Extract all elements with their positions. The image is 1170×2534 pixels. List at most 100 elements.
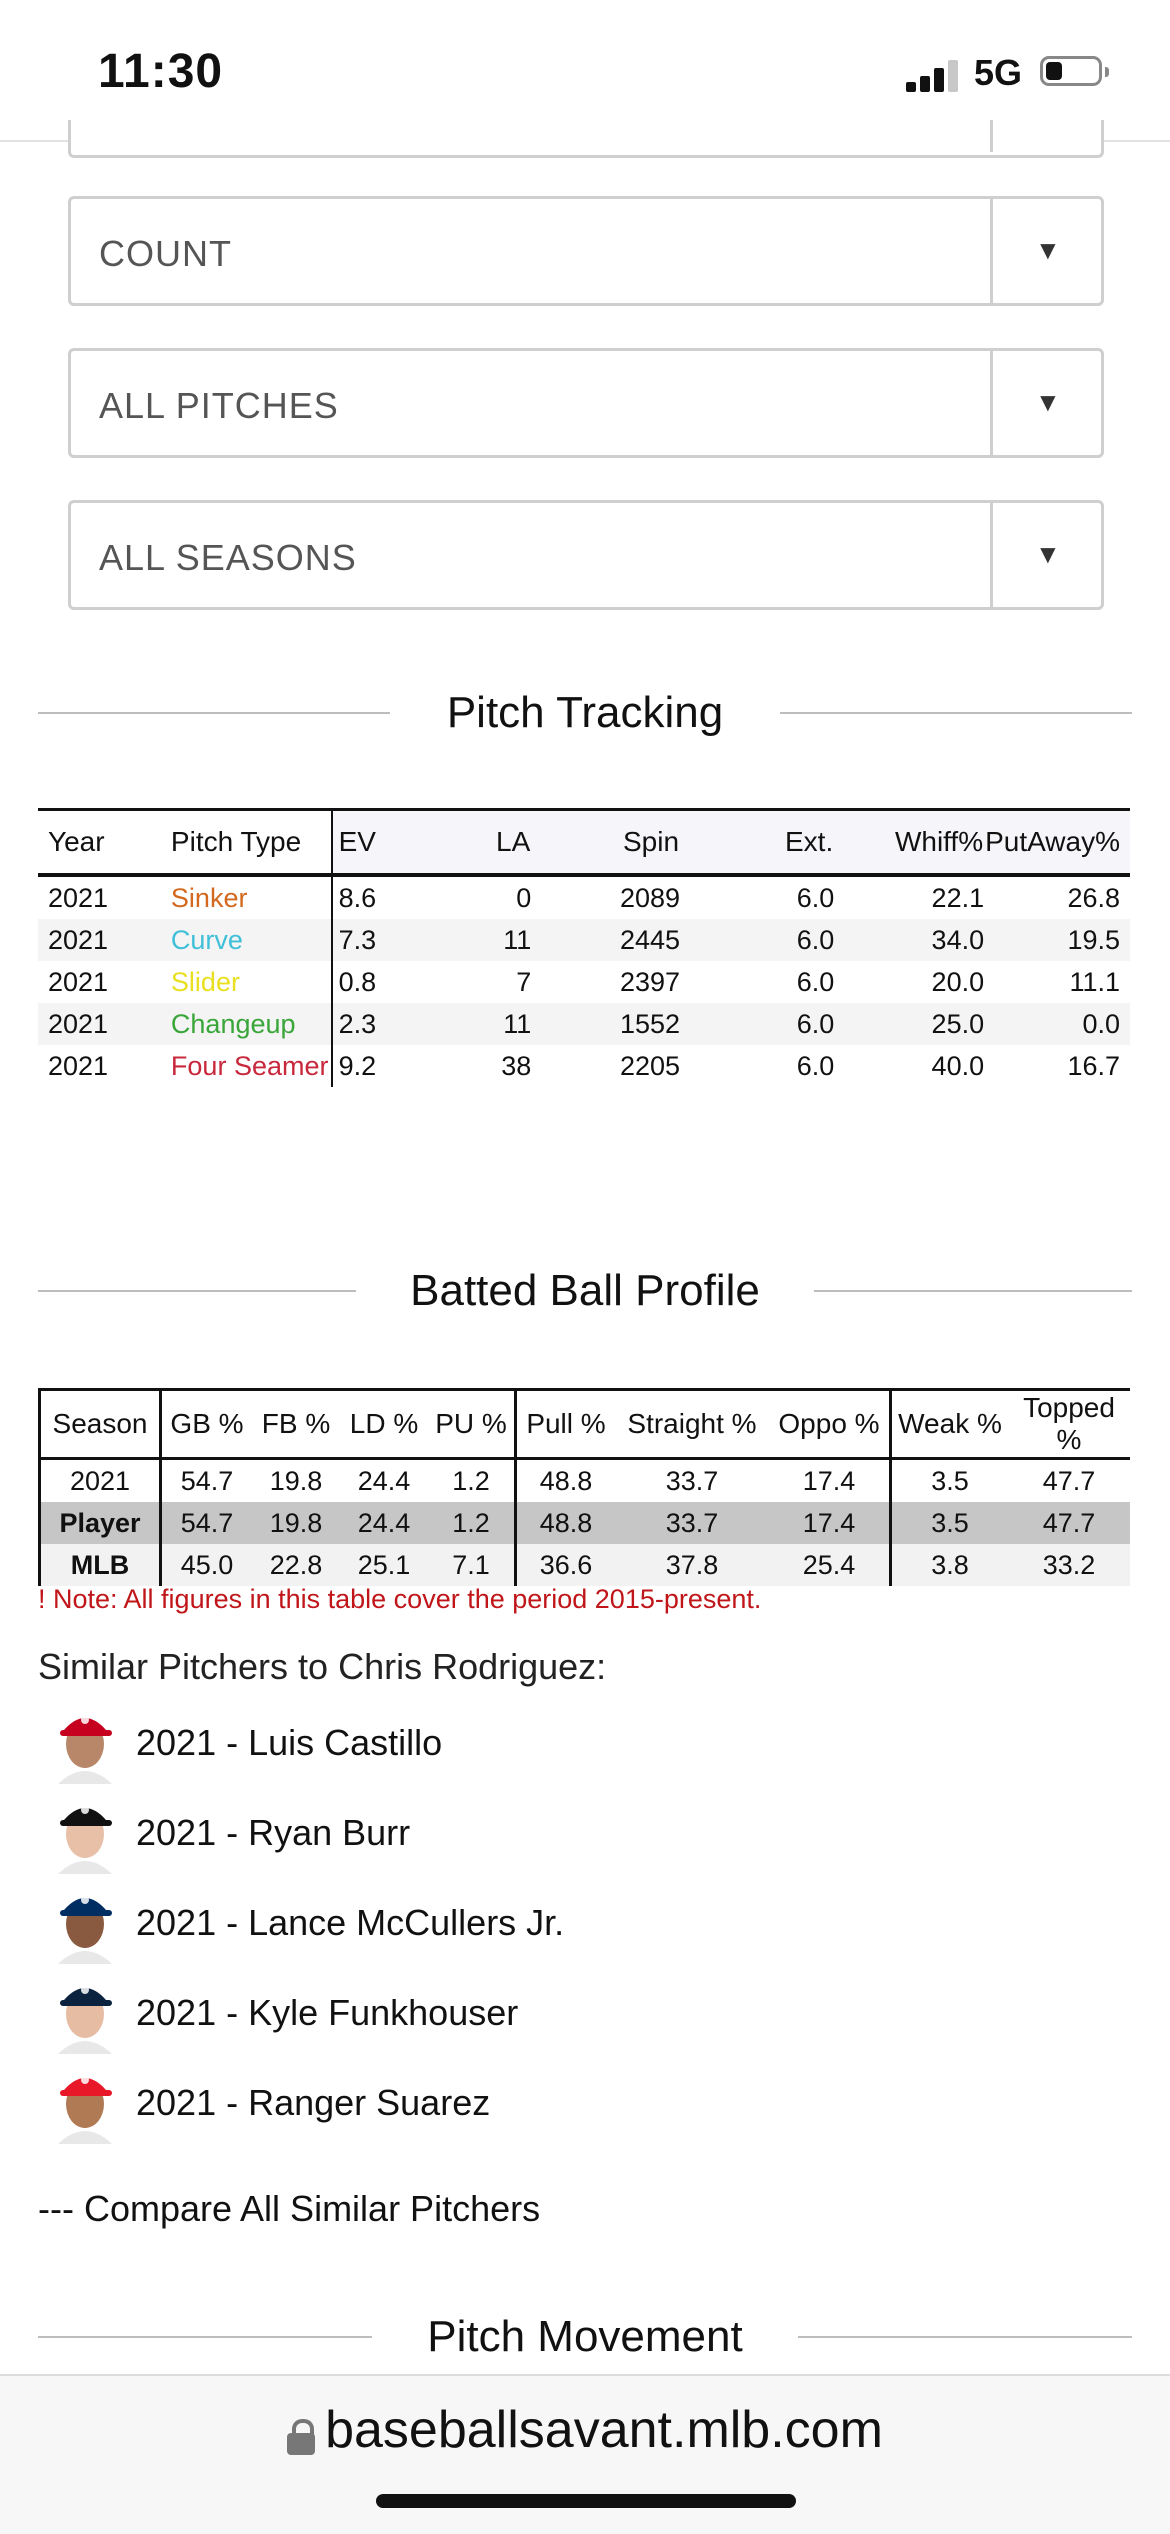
similar-pitchers-title: Similar Pitchers to Chris Rodriguez: [38, 1646, 607, 1687]
table-cell: 0 [427, 875, 532, 919]
table-cell: 1552 [531, 1003, 681, 1045]
status-time: 11:30 [98, 45, 224, 98]
table-cell: 26.8 [984, 875, 1130, 919]
table-cell: 17.4 [769, 1502, 891, 1544]
table-cell: 33.7 [615, 1502, 769, 1544]
col-header[interactable]: Spin [531, 808, 681, 877]
col-header[interactable]: Oppo % [769, 1388, 891, 1460]
browser-address-bar[interactable]: baseballsavant.mlb.com [0, 2374, 1170, 2534]
col-header[interactable]: Year [38, 808, 165, 877]
table-cell: 33.2 [1008, 1544, 1130, 1586]
table-cell: 38 [427, 1045, 532, 1087]
pitch-type-cell: Slider [164, 961, 333, 1003]
home-indicator[interactable] [376, 2494, 796, 2508]
table-cell: 47.7 [1042, 1465, 1096, 1496]
table-cell: 6.0 [680, 961, 835, 1003]
count-dropdown-button[interactable]: ▼ [990, 199, 1101, 303]
col-header[interactable]: LA [427, 808, 532, 877]
similar-pitcher-item[interactable]: 2021 - Ranger Suarez [50, 2060, 750, 2144]
dropdown-button[interactable] [990, 120, 1101, 152]
table-cell: 3.5 [889, 1502, 1008, 1544]
caret-down-icon: ▼ [1035, 235, 1061, 265]
count-select[interactable]: COUNT ▼ [68, 196, 1104, 306]
similar-pitcher-name[interactable]: 2021 - Luis Castillo [136, 1722, 443, 1763]
table-cell: 37.8 [615, 1544, 769, 1586]
url-text[interactable]: baseballsavant.mlb.com [325, 2401, 883, 2459]
col-header[interactable]: Pitch Type [164, 808, 333, 877]
table-cell: 19.8 [252, 1502, 340, 1544]
col-header[interactable]: GB % [159, 1388, 252, 1460]
player-headshot-icon [50, 2060, 120, 2144]
table-cell: 6.0 [680, 875, 835, 919]
col-header[interactable]: FB % [252, 1388, 340, 1460]
table-cell: 2021 [38, 919, 165, 961]
player-headshot-icon [50, 1970, 120, 2054]
season-select-value: ALL SEASONS [99, 537, 357, 578]
batted-ball-header: Batted Ball Profile [38, 1260, 1132, 1320]
table-cell: 2.3 [331, 1003, 428, 1045]
row-label: MLB [38, 1544, 161, 1586]
table-cell: 22.1 [834, 875, 985, 919]
table-row: 2021 54.7 19.8 24.4 1.2 48.8 33.7 17.4 3.5 47.7 [38, 1458, 1131, 1502]
network-type: 5G [974, 52, 1023, 93]
section-title: Batted Ball Profile [410, 1266, 760, 1315]
table-cell: 20.0 [834, 961, 985, 1003]
similar-pitcher-name[interactable]: 2021 - Kyle Funkhouser [136, 1992, 519, 2033]
similar-pitcher-item[interactable]: 2021 - Luis Castillo [50, 1700, 750, 1784]
table-cell: 24.4 [340, 1502, 428, 1544]
caret-down-icon: ▼ [1035, 539, 1061, 569]
table-cell: 2205 [531, 1045, 681, 1087]
season-select[interactable]: ALL SEASONS ▼ [68, 500, 1104, 610]
table-cell: 9.2 [331, 1045, 428, 1087]
table-cell: 6.0 [680, 919, 835, 961]
table-row: 2021 Sinker 8.6 0 2089 6.0 22.1 26.8 [38, 875, 1130, 919]
table-cell: 3.8 [889, 1544, 1008, 1586]
col-header[interactable]: Topped % [1008, 1388, 1130, 1460]
table-row: 2021 Curve 7.3 11 2445 6.0 34.0 19.5 [38, 919, 1130, 961]
pitch-type-cell: Four Seamer [164, 1045, 333, 1087]
table-cell: 2021 [38, 1003, 165, 1045]
table-cell: 54.7 [159, 1458, 252, 1502]
similar-pitcher-item[interactable]: 2021 - Kyle Funkhouser [50, 1970, 750, 2054]
table-cell: 11.1 [984, 961, 1130, 1003]
col-header[interactable]: PU % [428, 1388, 516, 1460]
table-note: ! Note: All figures in this table cover … [38, 1584, 762, 1614]
similar-pitcher-item[interactable]: 2021 - Ryan Burr [50, 1790, 750, 1874]
table-cell: 2021 [38, 961, 165, 1003]
table-cell: 48.8 [514, 1502, 615, 1544]
col-header[interactable]: Pull % [514, 1388, 615, 1460]
similar-pitcher-item[interactable]: 2021 - Lance McCullers Jr. [50, 1880, 750, 1964]
col-header[interactable]: Season [38, 1388, 161, 1460]
table-row: 2021 Slider 0.8 7 2397 6.0 20.0 11.1 [38, 961, 1130, 1003]
col-header[interactable]: Whiff% [834, 808, 985, 877]
col-header[interactable]: Straight % [615, 1388, 769, 1460]
table-cell: 6.0 [680, 1045, 835, 1087]
table-cell: 2021 [38, 875, 165, 919]
similar-pitcher-name[interactable]: 2021 - Ranger Suarez [136, 2082, 491, 2123]
table-row: 2021 Changeup 2.3 11 1552 6.0 25.0 0.0 [38, 1003, 1130, 1045]
table-row: Player 54.7 19.8 24.4 1.2 48.8 33.7 17.4 3.5 47.7 [38, 1502, 1130, 1544]
table-cell: 6.0 [680, 1003, 835, 1045]
col-header[interactable]: Ext. [680, 808, 835, 877]
similar-pitcher-name[interactable]: 2021 - Lance McCullers Jr. [136, 1902, 565, 1943]
pitch-dropdown-button[interactable]: ▼ [990, 351, 1101, 455]
col-header[interactable]: PutAway% [984, 808, 1130, 877]
season-dropdown-button[interactable]: ▼ [990, 503, 1101, 607]
similar-pitcher-name[interactable]: 2021 - Ryan Burr [136, 1812, 411, 1853]
pitch-type-cell: Curve [164, 919, 333, 961]
compare-all-link[interactable]: --- Compare All Similar Pitchers [38, 2188, 541, 2229]
table-cell: 7 [427, 961, 532, 1003]
table-cell: 25.1 [340, 1544, 428, 1586]
pitch-movement-header: Pitch Movement [38, 2306, 1132, 2366]
caret-down-icon: ▼ [1035, 387, 1061, 417]
table-cell: 17.4 [802, 1465, 856, 1496]
pitch-select[interactable]: ALL PITCHES ▼ [68, 348, 1104, 458]
col-header[interactable]: EV [331, 808, 428, 877]
table-cell: 48.8 [514, 1458, 615, 1502]
table-cell: 47.7 [1008, 1502, 1130, 1544]
table-cell: 34.0 [834, 919, 985, 961]
batted-ball-table: Season GB % FB % LD % PU % Pull % Straig… [38, 1388, 1130, 1586]
filter-select-partial[interactable] [68, 120, 1104, 158]
col-header[interactable]: Weak % [889, 1388, 1008, 1460]
col-header[interactable]: LD % [340, 1388, 428, 1460]
